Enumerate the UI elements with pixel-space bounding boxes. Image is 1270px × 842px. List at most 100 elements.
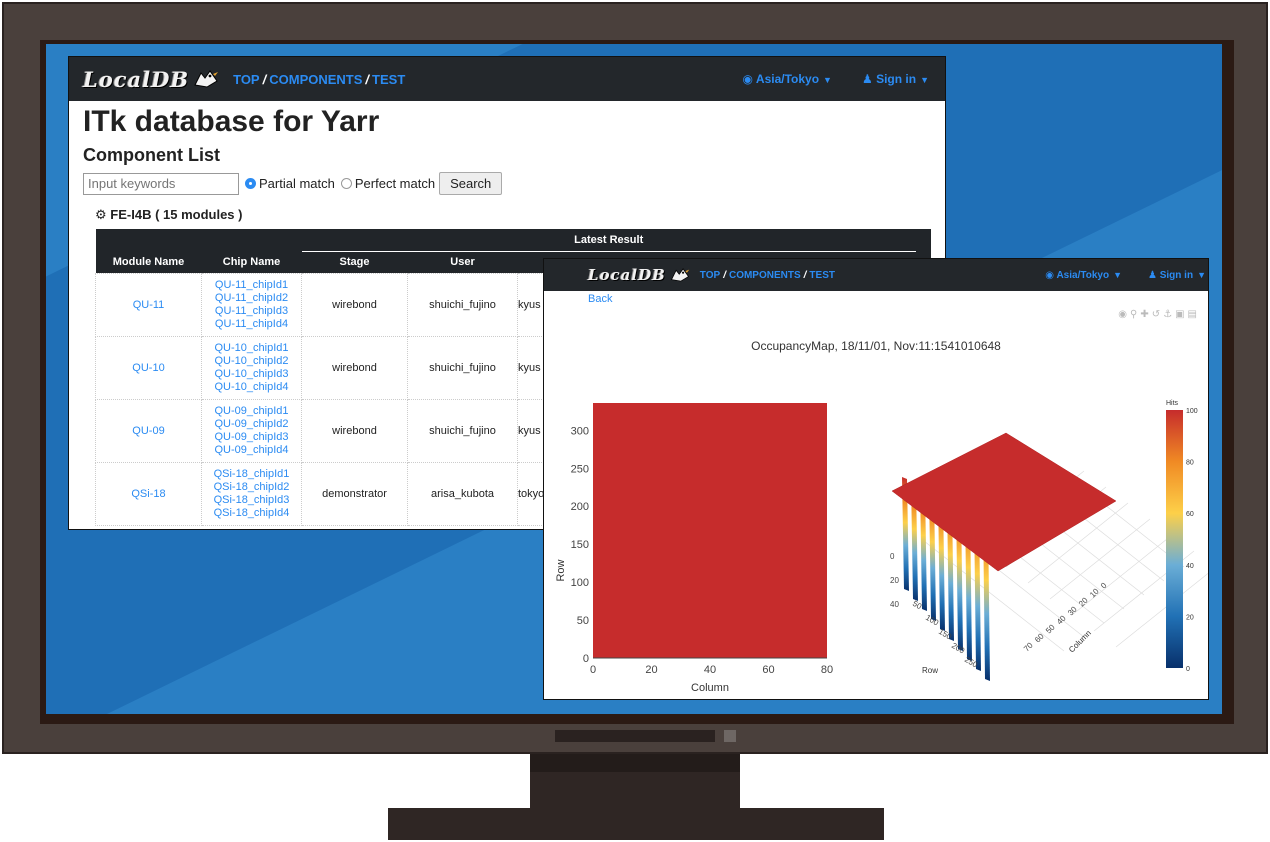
y-tick-label: 150 [571,539,589,551]
module-group-header[interactable]: ⚙ FE-I4B ( 15 modules ) [95,207,945,223]
search-button[interactable]: Search [439,172,503,195]
chip-name-link[interactable]: QU-10_chipId2 [214,354,289,367]
nav-test-link[interactable]: TEST [809,269,835,281]
chip-name-link[interactable]: QU-11_chipId4 [214,317,289,330]
row-tick-label: 50 [911,599,924,612]
z-tick-label: 40 [890,600,899,609]
chip-name-link[interactable]: QSi-18_chipId1 [213,467,290,480]
section-title: Component List [83,145,220,165]
zoom-out-icon[interactable]: ▤ [1187,309,1200,320]
perfect-match-label: Perfect match [354,176,436,191]
y-tick-label: 250 [571,463,589,475]
chip-name-link[interactable]: QU-11_chipId3 [214,304,289,317]
module-group-label: FE-I4B ( 15 modules ) [110,207,243,222]
module-name-link[interactable]: QSi-18 [95,461,202,526]
colorbar: Hits 0 20 40 60 80 100 [1166,400,1198,673]
globe-icon: ◉ [742,72,754,86]
signin-dropdown[interactable]: ♟ Sign in ▼ [1148,270,1206,281]
page-title: ITk database for Yarr [83,105,380,138]
partial-match-radio[interactable] [245,178,256,189]
plot-title: OccupancyMap, 18/11/01, Nov:11:154101064… [751,339,1001,353]
plot-toolbar: ◉⚲✚↺⚓▣▤ [1118,309,1200,320]
chip-name-link[interactable]: QU-09_chipId4 [214,443,289,456]
chip-name-cell: QU-11_chipId1 QU-11_chipId2 QU-11_chipId3 Q… [201,272,302,337]
y-tick-label: 300 [571,425,589,437]
signin-label: Sign in [876,72,917,86]
plot-window: LocalDB TOP / COMPONENTS / TEST ◉ Asia/Tokyo… [543,258,1209,700]
perfect-match-radio[interactable] [340,178,352,189]
x-tick-label: 80 [821,664,833,676]
module-name-link[interactable]: QU-09 [95,398,202,463]
chip-name-link[interactable]: QU-09_chipId2 [214,417,289,430]
nav-top-link[interactable]: TOP [233,71,260,87]
back-link[interactable]: Back [588,293,613,305]
nav-top-link[interactable]: TOP [699,269,721,281]
colorbar-gradient [1166,410,1183,668]
nav-test-link[interactable]: TEST [372,71,406,87]
user-icon: ♟ [861,72,873,86]
chip-name-link[interactable]: QU-09_chipId3 [214,430,289,443]
y-axis-label: Row [555,559,567,581]
chip-name-cell: QU-10_chipId1 QU-10_chipId2 QU-10_chipId3 Q… [201,335,302,400]
column-axis-label: Column [1067,629,1093,655]
nav-components-link[interactable]: COMPONENTS [269,71,363,87]
x-tick-label: 60 [762,664,774,676]
search-form: Partial match Perfect match Search [83,172,945,195]
timezone-label: Asia/Tokyo [1056,269,1110,281]
z-tick-label: 20 [890,576,899,585]
column-tick-label: 30 [1066,604,1079,617]
logo[interactable]: LocalDB [588,266,666,284]
zoom-in-icon[interactable]: ▣ [1175,309,1188,320]
chip-name-link[interactable]: QU-10_chipId4 [214,380,289,393]
col-header-module: Module Name [95,251,202,273]
x-tick-label: 20 [645,664,657,676]
logo[interactable]: LocalDB [83,66,190,92]
column-tick-label: 70 [1022,640,1035,653]
column-tick-label: 50 [1044,622,1057,635]
anchor-icon[interactable]: ⚓ [1163,309,1176,320]
monitor-slot [555,730,715,742]
chip-name-link[interactable]: QSi-18_chipId4 [213,506,290,519]
heatmap-2d[interactable]: 0 20 40 60 80 0 50 100 150 200 250 300 Column Row [555,403,833,694]
chip-name-link[interactable]: QU-10_chipId3 [214,367,289,380]
column-tick-label: 40 [1055,613,1068,626]
row-tick-label: 100 [924,613,941,628]
chip-name-link[interactable]: QU-10_chipId1 [214,341,289,354]
pan-icon[interactable]: ✚ [1140,309,1152,320]
zoom-icon[interactable]: ⚲ [1130,309,1141,320]
table-header-blank [95,229,202,251]
module-name-link[interactable]: QU-11 [95,272,202,337]
timezone-dropdown[interactable]: ◉ Asia/Tokyo ▼ [743,72,832,86]
heatmap-cells [593,403,827,658]
colorbar-tick-label: 60 [1186,511,1194,518]
col-header-chip: Chip Name [201,251,302,273]
timezone-dropdown[interactable]: ◉ Asia/Tokyo ▼ [1045,270,1122,281]
chip-name-link[interactable]: QU-11_chipId1 [214,278,289,291]
colorbar-tick-label: 80 [1186,460,1194,467]
chip-name-link[interactable]: QU-11_chipId2 [214,291,289,304]
row-tick-label: 200 [950,641,967,656]
gear-icon: ⚙ [95,207,107,222]
grid-line [1115,572,1208,648]
camera-icon[interactable]: ◉ [1118,309,1131,320]
navbar: LocalDB TOP / COMPONENTS / TEST ◉ Asia/Tokyo… [544,259,1208,291]
x-tick-label: 40 [704,664,716,676]
nav-components-link[interactable]: COMPONENTS [728,269,801,281]
colorbar-tick-label: 0 [1186,666,1190,673]
chip-name-link[interactable]: QSi-18_chipId3 [213,493,290,506]
surface-plateau [891,432,1117,572]
column-tick-label: 10 [1088,586,1101,599]
module-name-link[interactable]: QU-10 [95,335,202,400]
reset-icon[interactable]: ↺ [1151,309,1164,320]
chip-name-link[interactable]: QSi-18_chipId2 [213,480,290,493]
search-input[interactable] [83,172,239,195]
bird-logo-icon [670,267,690,283]
signin-dropdown[interactable]: ♟ Sign in ▼ [862,72,929,86]
row-axis-label: Row [922,666,938,675]
chip-name-link[interactable]: QU-09_chipId1 [214,404,289,417]
stage-cell: wirebond [301,335,408,400]
y-tick-label: 0 [583,653,589,665]
colorbar-tick-label: 20 [1186,614,1194,621]
colorbar-title: Hits [1166,400,1179,407]
